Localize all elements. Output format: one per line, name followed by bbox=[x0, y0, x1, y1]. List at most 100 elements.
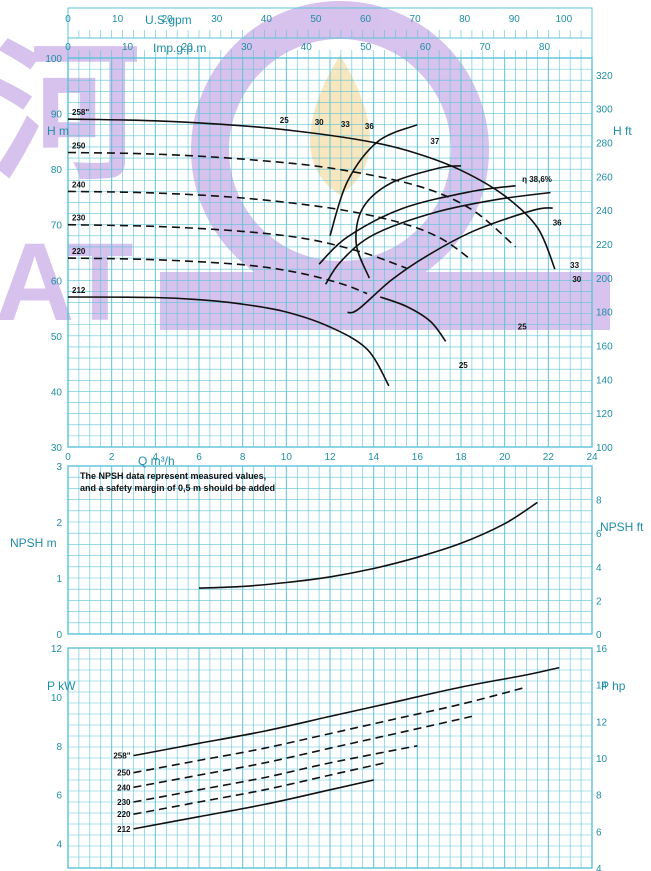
power-curve-5 bbox=[133, 779, 374, 830]
head-ytick-right: 180 bbox=[596, 308, 613, 319]
head-curve-1 bbox=[67, 151, 517, 248]
npsh-ytick-left: 3 bbox=[56, 462, 62, 473]
head-curve-4 bbox=[67, 257, 368, 295]
power-impeller-label: 220 bbox=[117, 810, 131, 819]
head-impeller-label: 258" bbox=[72, 108, 89, 117]
q-tick-label: 6 bbox=[196, 452, 202, 463]
npsh-ytick-right: 2 bbox=[596, 596, 602, 607]
usgpm-axis-label: U.S.gpm bbox=[145, 13, 192, 27]
q-tick-label: 20 bbox=[499, 452, 511, 463]
head-ytick-left: 30 bbox=[51, 443, 63, 454]
power-impeller-label: 230 bbox=[117, 798, 131, 807]
power-ytick-left: 8 bbox=[56, 742, 62, 753]
head-ytick-left: 90 bbox=[51, 110, 63, 121]
usgpm-tick-label: 80 bbox=[459, 14, 471, 25]
head-curve-2 bbox=[67, 190, 473, 261]
impgpm-tick-label: 40 bbox=[301, 42, 313, 53]
head-curve-0 bbox=[67, 118, 556, 270]
head-ytick-left: 50 bbox=[51, 332, 63, 343]
impgpm-tick-label: 10 bbox=[122, 42, 134, 53]
head-ytick-right: 220 bbox=[596, 240, 613, 251]
power-impeller-label: 240 bbox=[117, 783, 131, 792]
head-impeller-label: 212 bbox=[72, 286, 86, 295]
power-ytick-right: 10 bbox=[596, 754, 608, 765]
watermark-letters: AT bbox=[0, 221, 133, 344]
efficiency-curve-2 bbox=[347, 207, 553, 314]
usgpm-tick-label: 100 bbox=[555, 14, 572, 25]
q-tick-label: 12 bbox=[324, 452, 336, 463]
head-impeller-label: 230 bbox=[72, 214, 86, 223]
q-tick-label: 0 bbox=[65, 452, 71, 463]
head-ytick-right: 320 bbox=[596, 71, 613, 82]
watermark: 河 AT bbox=[0, 1, 610, 344]
npsh-ytick-right: 8 bbox=[596, 496, 602, 507]
usgpm-tick-label: 60 bbox=[360, 14, 372, 25]
head-ytick-right: 280 bbox=[596, 139, 613, 150]
q-tick-label: 2 bbox=[109, 452, 115, 463]
power-ytick-left: 6 bbox=[56, 791, 62, 802]
head-ytick-right: 160 bbox=[596, 342, 613, 353]
power-ytick-left: 4 bbox=[56, 840, 62, 851]
impgpm-tick-label: 60 bbox=[420, 42, 432, 53]
npsh-ytick-right: 0 bbox=[596, 630, 602, 641]
impgpm-tick-label: 30 bbox=[241, 42, 253, 53]
npsh-ytick-left: 2 bbox=[56, 518, 62, 529]
efficiency-curve-0 bbox=[379, 296, 447, 342]
efficiency-label: 37 bbox=[430, 137, 439, 146]
power-ylabel: P kW bbox=[47, 679, 76, 693]
q-tick-label: 8 bbox=[240, 452, 246, 463]
power-ytick-right: 4 bbox=[596, 864, 602, 871]
head-impeller-label: 220 bbox=[72, 247, 86, 256]
impgpm-tick-label: 20 bbox=[182, 42, 194, 53]
power-impeller-label: 250 bbox=[117, 769, 131, 778]
efficiency-label: 36 bbox=[553, 218, 562, 227]
usgpm-tick-label: 20 bbox=[162, 14, 174, 25]
efficiency-curve-5 bbox=[329, 123, 418, 237]
power-curve-0 bbox=[133, 666, 560, 757]
head-ytick-left: 70 bbox=[51, 221, 63, 232]
watermark-band bbox=[160, 272, 610, 330]
chart-grids bbox=[67, 7, 593, 869]
head-ytick-left: 100 bbox=[45, 54, 62, 65]
power-curve-2 bbox=[133, 715, 473, 789]
watermark-flame bbox=[310, 55, 370, 195]
efficiency-label: 25 bbox=[459, 361, 468, 370]
head-curve-5 bbox=[67, 296, 390, 387]
usgpm-tick-label: 50 bbox=[310, 14, 322, 25]
npsh-ytick-left: 0 bbox=[56, 630, 62, 641]
power-ylabel-right: P hp bbox=[601, 679, 626, 693]
efficiency-label: 25 bbox=[280, 116, 289, 125]
head-ytick-left: 80 bbox=[51, 165, 63, 176]
impgpm-tick-label: 80 bbox=[539, 42, 551, 53]
efficiency-label: 30 bbox=[572, 275, 581, 284]
power-ytick-left: 12 bbox=[51, 644, 63, 655]
head-ytick-right: 240 bbox=[596, 206, 613, 217]
impgpm-tick-label: 0 bbox=[65, 42, 71, 53]
head-ytick-left: 40 bbox=[51, 387, 63, 398]
q-tick-label: 24 bbox=[586, 452, 598, 463]
impgpm-axis-label: Imp.g.p.m bbox=[153, 41, 206, 55]
npsh-ytick-left: 1 bbox=[56, 574, 62, 585]
npsh-ylabel-right: NPSH ft bbox=[600, 520, 644, 534]
q-axis-label: Q m³/h bbox=[138, 454, 175, 468]
power-ytick-left: 10 bbox=[51, 693, 63, 704]
power-curve-4 bbox=[133, 762, 385, 815]
usgpm-tick-label: 90 bbox=[509, 14, 521, 25]
head-impeller-label: 240 bbox=[72, 180, 86, 189]
head-impeller-label: 250 bbox=[72, 141, 86, 150]
efficiency-label: η 38,6% bbox=[522, 175, 552, 184]
usgpm-tick-label: 70 bbox=[410, 14, 422, 25]
power-curve-3 bbox=[133, 745, 418, 803]
power-ytick-right: 6 bbox=[596, 827, 602, 838]
npsh-ytick-right: 4 bbox=[596, 563, 602, 574]
npsh-curve-0 bbox=[198, 501, 538, 589]
q-tick-label: 4 bbox=[153, 452, 159, 463]
head-curve-3 bbox=[67, 223, 407, 269]
power-ytick-right: 8 bbox=[596, 791, 602, 802]
npsh-note-line2: and a safety margin of 0,5 m should be a… bbox=[80, 483, 275, 493]
efficiency-curve-3 bbox=[324, 191, 551, 285]
power-impeller-label: 212 bbox=[117, 825, 131, 834]
head-ytick-right: 100 bbox=[596, 443, 613, 454]
